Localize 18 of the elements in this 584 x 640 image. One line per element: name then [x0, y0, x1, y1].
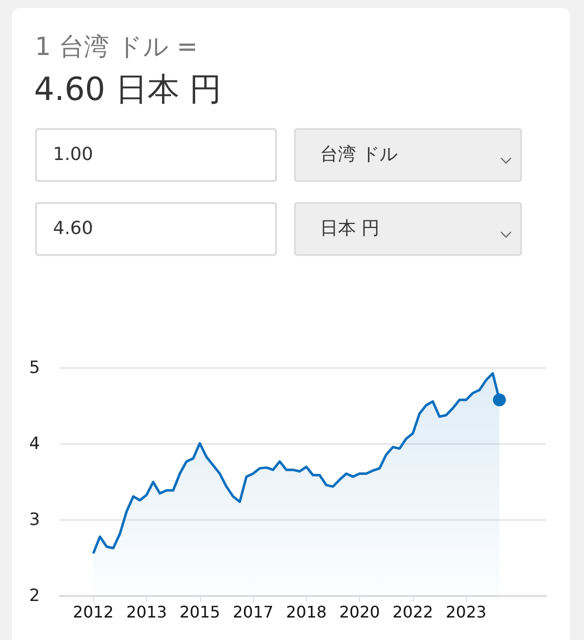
x-tick-label: 2013 [126, 602, 167, 622]
x-tick-label: 2015 [179, 602, 220, 622]
text: 4.60 [35, 202, 277, 256]
y-tick-label: 2 [29, 586, 40, 606]
y-tick-label: 3 [29, 510, 40, 530]
y-tick-label: 4 [29, 434, 40, 454]
x-tick-label: 2022 [392, 602, 434, 622]
x-tick-label: 2018 [286, 602, 327, 622]
y-tick-label: 5 [29, 358, 40, 378]
chart-title: 1 台湾 ドル = [35, 31, 198, 63]
text: 1.00 [35, 128, 277, 182]
x-tick-label: 2012 [72, 602, 114, 622]
x-tick-label: 2020 [339, 602, 380, 622]
x-tick-label: 2023 [446, 602, 486, 622]
text: 台湾 ドル [294, 128, 522, 182]
chart-subtitle: 4.60 日本 円 [34, 69, 222, 110]
text: 日本 円 [294, 202, 522, 256]
x-tick-label: 2017 [232, 602, 274, 622]
